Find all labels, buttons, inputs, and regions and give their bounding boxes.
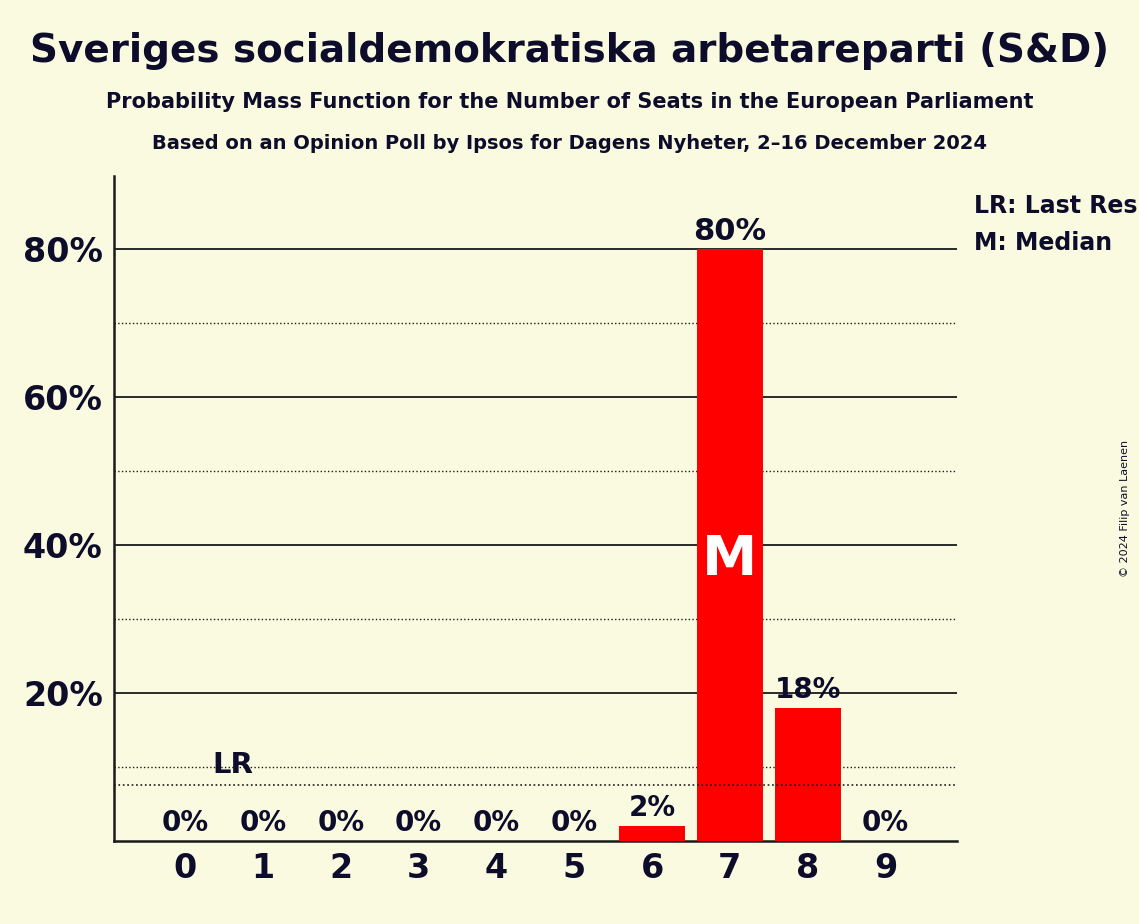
Text: LR: LR bbox=[213, 751, 253, 780]
Text: 0%: 0% bbox=[318, 809, 364, 837]
Text: Based on an Opinion Poll by Ipsos for Dagens Nyheter, 2–16 December 2024: Based on an Opinion Poll by Ipsos for Da… bbox=[151, 134, 988, 153]
Text: 80%: 80% bbox=[694, 217, 767, 246]
Text: 0%: 0% bbox=[862, 809, 909, 837]
Text: M: M bbox=[702, 533, 757, 587]
Text: 0%: 0% bbox=[239, 809, 287, 837]
Text: Probability Mass Function for the Number of Seats in the European Parliament: Probability Mass Function for the Number… bbox=[106, 92, 1033, 113]
Text: 0%: 0% bbox=[395, 809, 442, 837]
Text: 0%: 0% bbox=[162, 809, 208, 837]
Text: M: Median: M: Median bbox=[974, 231, 1112, 255]
Text: Sveriges socialdemokratiska arbetareparti (S&D): Sveriges socialdemokratiska arbetarepart… bbox=[30, 32, 1109, 70]
Bar bbox=[775, 708, 841, 841]
Text: 2%: 2% bbox=[629, 795, 675, 822]
Text: 0%: 0% bbox=[473, 809, 521, 837]
Bar bbox=[697, 249, 763, 841]
Bar bbox=[618, 826, 685, 841]
Text: © 2024 Filip van Laenen: © 2024 Filip van Laenen bbox=[1121, 440, 1130, 577]
Text: LR: Last Result: LR: Last Result bbox=[974, 194, 1139, 218]
Text: 0%: 0% bbox=[550, 809, 598, 837]
Text: 18%: 18% bbox=[775, 676, 841, 704]
